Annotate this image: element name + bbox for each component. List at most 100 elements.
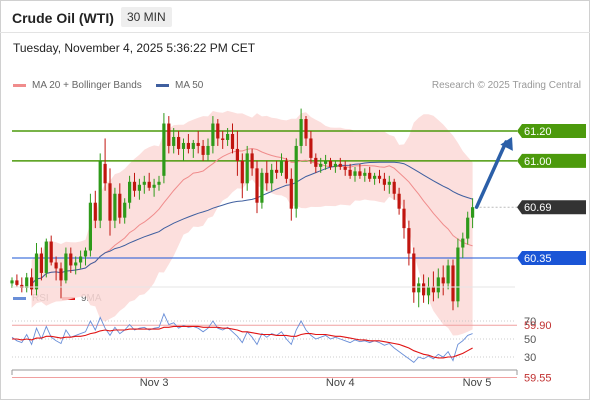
candles [10, 108, 475, 311]
candle-body [387, 181, 391, 185]
candle-body [289, 178, 293, 209]
ma20-swatch [13, 84, 26, 87]
candle-body [49, 241, 53, 263]
level-value-60.69: 60.69 [524, 202, 552, 214]
candle-body [235, 148, 239, 161]
candle-body [402, 208, 406, 229]
legend-ma20: MA 20 + Bollinger Bands [13, 80, 142, 91]
candle-body [314, 157, 318, 167]
candle-body [319, 163, 323, 167]
candle-body [54, 262, 58, 269]
level-tag-60.69 [517, 200, 586, 215]
candle-body [142, 181, 146, 185]
candle-body [412, 253, 416, 293]
candle-body [461, 238, 465, 248]
candle-body [284, 160, 288, 179]
candle-body [74, 262, 78, 266]
candle-body [245, 153, 249, 184]
level-label-60.69: 60.69 [517, 200, 586, 215]
candle-body [358, 171, 362, 176]
candle-body [260, 172, 264, 203]
candle-body [118, 193, 122, 218]
candle-body [328, 160, 333, 167]
x-tick-label: Nov 5 [463, 377, 492, 389]
level-label-60.35: 60.35 [517, 250, 586, 265]
rsi-tick-label: 50 [524, 334, 536, 346]
candle-body [368, 172, 372, 179]
candle-body [39, 253, 43, 273]
forecast-arrow-shaft [474, 140, 508, 209]
candle-body [147, 181, 151, 188]
candle-body [221, 138, 225, 140]
candle-body [196, 142, 200, 146]
timestamp: Tuesday, November 4, 2025 5:36:22 PM CET [13, 41, 256, 55]
interval-button[interactable]: 30 MIN [121, 7, 172, 27]
candle-body [98, 160, 102, 221]
candle-body [377, 175, 382, 179]
candle-body [392, 181, 396, 194]
candle-body [250, 153, 254, 169]
candle-body [431, 286, 435, 293]
candle-body [113, 193, 117, 221]
candle-body [446, 265, 450, 284]
candle-body [304, 119, 308, 139]
candle-body [294, 145, 298, 209]
level-label-59.90: 59.90 [524, 320, 552, 332]
candle-body [348, 169, 352, 176]
candle-body [397, 193, 401, 209]
ma50-swatch [156, 84, 169, 87]
level-value-59.90: 59.90 [524, 320, 552, 332]
candle-body [265, 172, 269, 184]
candle-body [172, 136, 176, 146]
candle-body [132, 181, 137, 191]
candle-body [162, 123, 166, 176]
candle-body [471, 207, 475, 218]
candle-body [20, 284, 24, 288]
candle-body [407, 228, 411, 254]
candle-body [201, 145, 205, 155]
instrument-title: Crude Oil (WTI) [12, 10, 114, 26]
candle-body [157, 181, 161, 185]
candle-body [59, 268, 63, 281]
candle-body [240, 160, 244, 184]
candle-body [299, 119, 303, 146]
level-tag-60.35 [517, 250, 586, 265]
candle-body [69, 253, 73, 266]
candle-body [137, 184, 141, 191]
candle-body [108, 183, 112, 221]
candle-body [25, 277, 29, 288]
rsi-ma-line [12, 325, 473, 359]
candle-body [373, 175, 377, 179]
candle-body [167, 123, 171, 146]
level-value-61.00: 61.00 [524, 156, 552, 168]
candle-body [123, 202, 127, 218]
candle-body [275, 169, 279, 173]
candle-body [230, 133, 235, 149]
level-value-59.55: 59.55 [524, 373, 552, 385]
candle-body [338, 163, 342, 167]
candle-body [441, 277, 445, 284]
candle-body [426, 286, 431, 296]
candle-body [83, 250, 88, 257]
candle-body [279, 160, 284, 173]
candle-body [88, 202, 92, 251]
forecast-arrow-head [500, 137, 513, 151]
candle-body [324, 160, 328, 164]
candle-body [44, 241, 48, 273]
candle-body [436, 277, 440, 293]
x-tick-label: Nov 4 [326, 377, 355, 389]
level-tag-61.20 [517, 124, 586, 138]
candle-body [363, 172, 367, 176]
candle-body [191, 142, 195, 149]
candle-body [343, 166, 347, 170]
candle-body [216, 123, 220, 139]
candle-body [177, 136, 181, 149]
candle-body [64, 253, 68, 281]
level-label-61.00: 61.00 [517, 153, 586, 168]
candle-body [186, 142, 190, 149]
level-value-61.20: 61.20 [524, 126, 552, 138]
ma50-line [31, 161, 473, 285]
candle-body [79, 256, 83, 263]
candle-body [255, 168, 259, 203]
